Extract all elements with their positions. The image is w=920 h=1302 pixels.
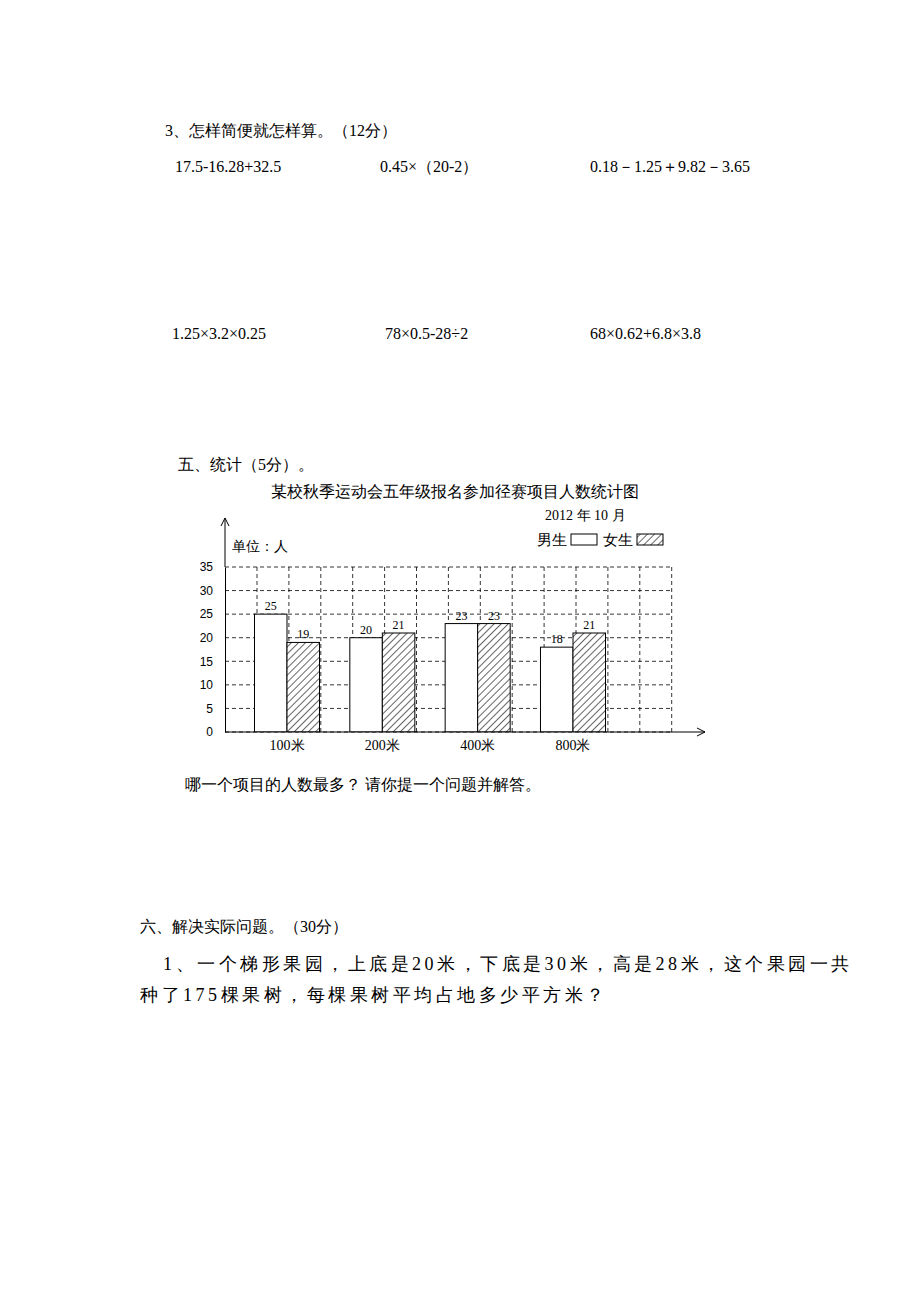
- page: 3、怎样简便就怎样算。（12分） 17.5-16.28+32.5 0.45×（20-…: [0, 0, 920, 1302]
- bar: [255, 614, 288, 732]
- section-heading: 3、怎样简便就怎样算。（12分）: [165, 122, 397, 139]
- chart-subtitle: 2012 年 10 月: [545, 508, 626, 523]
- data-labels: 25 20 23 18 19 21 23 21: [265, 599, 595, 646]
- bar: [573, 633, 606, 732]
- tick-label: 200米: [365, 738, 400, 753]
- arrow-head: [697, 728, 705, 736]
- axis-arrow-line: [225, 518, 226, 567]
- y-axis-line: [225, 568, 226, 733]
- data-label: 20: [360, 623, 372, 637]
- legend-swatch: [637, 534, 663, 545]
- axis-arrows: [221, 518, 705, 736]
- tick-label: 0: [206, 725, 213, 739]
- tick-label: 100米: [270, 738, 305, 753]
- grid-line-vertical: [607, 567, 608, 732]
- tick-label: 15: [200, 655, 214, 669]
- tick-label: 800米: [555, 738, 590, 753]
- tick: 800米: [555, 732, 590, 753]
- expression: 1.25×3.2×0.25: [172, 325, 266, 342]
- data-label: 19: [297, 627, 309, 641]
- problem-text: 种了175棵果树，每棵果树平均占地多少平方米？: [140, 985, 608, 1005]
- question: 哪一个项目的人数最多？ 请你提一个问题并解答。: [185, 776, 541, 793]
- grid-line: [225, 614, 672, 615]
- tick: 5: [206, 702, 225, 716]
- chart-title: 某校秋季运动会五年级报名参加径赛项目人数统计图: [271, 483, 639, 500]
- data-label: 21: [583, 618, 595, 632]
- grid-line-vertical: [320, 567, 321, 732]
- tick: 25: [200, 607, 225, 621]
- grid-line-vertical: [512, 567, 513, 732]
- expression: 17.5-16.28+32.5: [175, 158, 281, 175]
- grid: [225, 567, 672, 732]
- expression: 68×0.62+6.8×3.8: [590, 325, 701, 342]
- tick: 15: [200, 655, 225, 669]
- bar: [382, 633, 415, 732]
- tick: 100米: [270, 732, 305, 753]
- tick-label: 5: [206, 702, 213, 716]
- section-heading: 五、统计（5分）。: [178, 456, 314, 473]
- tick: 35: [200, 560, 225, 574]
- legend-label: 男生: [537, 532, 567, 548]
- bar: [540, 647, 573, 732]
- data-label: 23: [488, 609, 500, 623]
- tick-label: 35: [200, 560, 214, 574]
- x-axis: 100米 200米 400米 800米: [270, 732, 591, 753]
- tick-label: 25: [200, 607, 214, 621]
- data-label: 23: [455, 609, 467, 623]
- legend-swatch: [571, 534, 597, 545]
- tick-label: 20: [200, 631, 214, 645]
- problem-text: 1、一个梯形果园，上底是20米，下底是30米，高是28米，这个果园一共: [163, 954, 853, 974]
- tick-label: 400米: [460, 738, 495, 753]
- grid-line-vertical: [416, 567, 417, 732]
- expression: 0.18－1.25＋9.82－3.65: [590, 158, 750, 175]
- data-label: 18: [551, 632, 563, 646]
- arrow-head: [221, 518, 229, 526]
- bar: [350, 638, 383, 732]
- axis-title: 单位：人: [232, 539, 288, 554]
- bar: [478, 624, 511, 732]
- legend-label: 女生: [603, 532, 633, 548]
- grid-line-vertical: [639, 567, 640, 732]
- expression: 78×0.5-28÷2: [385, 325, 468, 342]
- tick: 20: [200, 631, 225, 645]
- data-label: 21: [393, 618, 405, 632]
- tick-label: 10: [200, 678, 214, 692]
- data-label: 25: [265, 599, 277, 613]
- tick: 30: [200, 584, 225, 598]
- tick-label: 30: [200, 584, 214, 598]
- tick: 200米: [365, 732, 400, 753]
- y-axis: 0 5 10 15 20 25 30 35: [200, 560, 226, 739]
- expression: 0.45×（20-2）: [380, 158, 478, 175]
- bar: [445, 624, 478, 732]
- tick: 10: [200, 678, 225, 692]
- section-heading: 六、解决实际问题。（30分）: [140, 918, 348, 935]
- tick: 0: [206, 725, 225, 739]
- tick: 400米: [460, 732, 495, 753]
- bar: [287, 642, 320, 732]
- grid-line-vertical: [671, 567, 672, 732]
- x-axis-line: [225, 732, 705, 733]
- bars: [255, 614, 606, 732]
